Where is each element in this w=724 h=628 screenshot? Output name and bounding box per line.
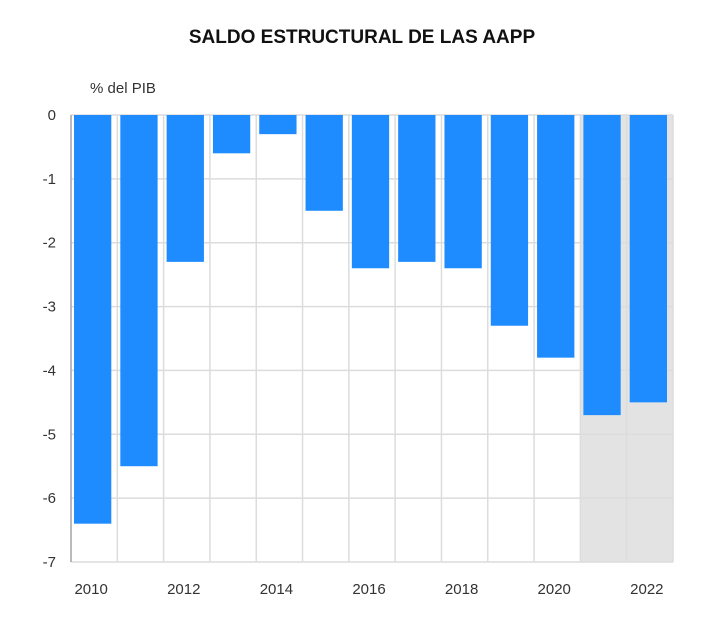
bar-2013 <box>212 115 251 154</box>
bar-2011 <box>120 115 158 467</box>
bar-2012 <box>166 115 204 262</box>
y-tick-label: -6 <box>43 490 56 507</box>
bar-2017 <box>398 115 436 262</box>
bar-2020 <box>537 115 575 358</box>
bar-2014 <box>259 115 297 135</box>
y-tick-label: -5 <box>43 426 56 443</box>
bar-2010 <box>74 115 112 524</box>
x-tick-label: 2010 <box>74 581 107 598</box>
y-tick-label: -7 <box>43 554 56 571</box>
bar-2021 <box>583 115 621 416</box>
x-tick-label: 2014 <box>260 581 293 598</box>
bar-2022 <box>629 115 667 403</box>
bar-2018 <box>444 115 482 269</box>
x-tick-label: 2018 <box>445 581 478 598</box>
y-tick-label: -1 <box>43 171 56 188</box>
bar-2016 <box>351 115 390 269</box>
y-tick-label: -4 <box>43 362 56 379</box>
x-tick-label: 2012 <box>167 581 200 598</box>
chart-title: SALDO ESTRUCTURAL DE LAS AAPP <box>188 27 536 48</box>
y-tick-label: -3 <box>43 299 56 316</box>
bar-2015 <box>305 115 343 211</box>
bar-2019 <box>490 115 529 326</box>
x-tick-label: 2016 <box>352 581 385 598</box>
y-tick-label: 0 <box>48 107 56 124</box>
y-tick-label: -2 <box>43 235 56 252</box>
x-tick-label: 2022 <box>630 581 663 598</box>
x-tick-label: 2020 <box>538 581 571 598</box>
y-axis-label: % del PIB <box>90 80 156 97</box>
